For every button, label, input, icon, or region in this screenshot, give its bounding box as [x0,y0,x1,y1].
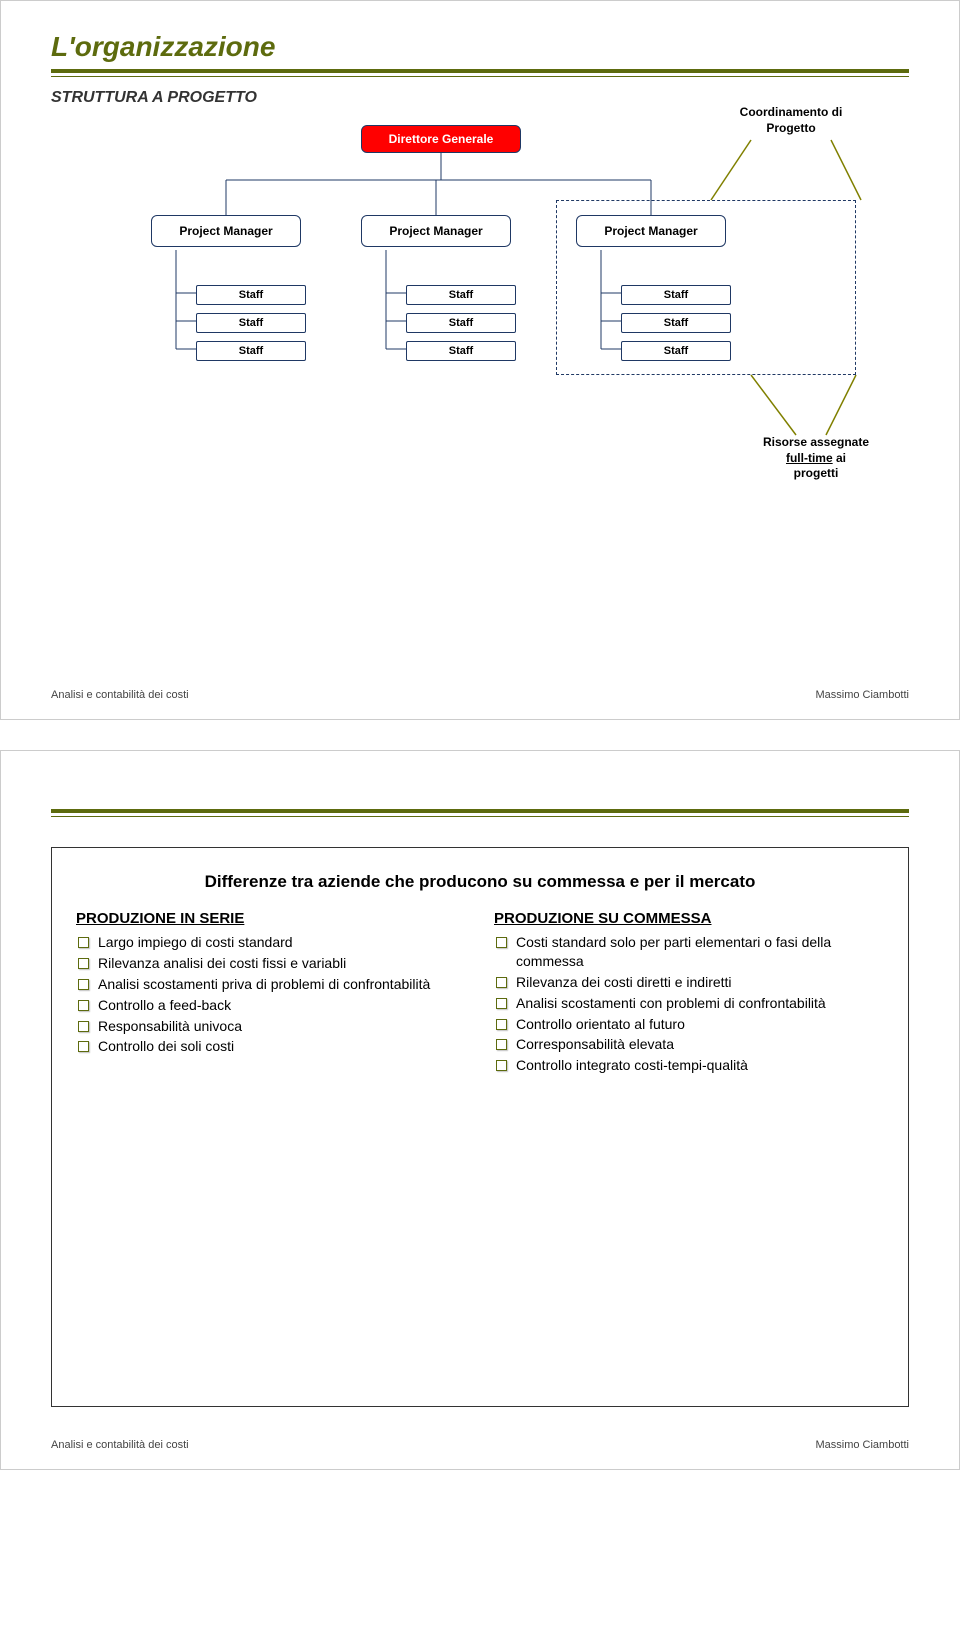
risorse-line2b: ai [836,451,846,465]
two-columns: PRODUZIONE IN SERIE Largo impiego di cos… [76,910,884,1077]
staff-box: Staff [196,341,306,361]
title-bar: L'organizzazione [51,31,909,77]
staff-box: Staff [406,285,516,305]
list-item: Controllo dei soli costi [76,1037,466,1056]
staff-box: Staff [196,313,306,333]
list-item: Analisi scostamenti priva di problemi di… [76,975,466,994]
slide-footer: Analisi e contabilità dei costi Massimo … [51,689,909,701]
staff-box: Staff [621,341,731,361]
risorse-label: Risorse assegnate full-time ai progetti [731,435,901,482]
col-commessa: PRODUZIONE SU COMMESSA Costi standard so… [494,910,884,1077]
list-item: Analisi scostamenti con problemi di conf… [494,994,884,1013]
slide-title: L'organizzazione [51,31,909,63]
list-commessa: Costi standard solo per parti elementari… [494,933,884,1075]
risorse-underline: full-time [786,451,833,465]
list-item: Rilevanza analisi dei costi fissi e vari… [76,954,466,973]
title-rules-2 [51,809,909,817]
staff-box: Staff [196,285,306,305]
staff-box: Staff [621,313,731,333]
col-head-serie: PRODUZIONE IN SERIE [76,910,466,927]
coordinamento-label: Coordinamento di Progetto [691,105,891,136]
direttore-generale-box: Direttore Generale [361,125,521,153]
coord-line1: Coordinamento di [740,105,843,119]
pm-box-3: Project Manager [576,215,726,247]
staff-box: Staff [621,285,731,305]
pm-box-2: Project Manager [361,215,511,247]
coord-line2: Progetto [766,121,815,135]
footer-left: Analisi e contabilità dei costi [51,1439,189,1451]
slide-footer: Analisi e contabilità dei costi Massimo … [51,1439,909,1451]
list-item: Controllo orientato al futuro [494,1015,884,1034]
footer-left: Analisi e contabilità dei costi [51,689,189,701]
col-head-commessa: PRODUZIONE SU COMMESSA [494,910,884,927]
slide-organizzazione: L'organizzazione STRUTTURA A PROGETTO [0,0,960,720]
risorse-line3: progetti [794,466,839,480]
slide-differenze: Differenze tra aziende che producono su … [0,750,960,1470]
pm-box-1: Project Manager [151,215,301,247]
footer-right: Massimo Ciambotti [815,1439,909,1451]
title-rules [51,69,909,77]
list-item: Corresponsabilità elevata [494,1035,884,1054]
list-item: Responsabilità univoca [76,1017,466,1036]
list-serie: Largo impiego di costi standard Rilevanz… [76,933,466,1056]
footer-right: Massimo Ciambotti [815,689,909,701]
staff-box: Staff [406,341,516,361]
org-chart: Direttore Generale Coordinamento diProge… [51,125,909,605]
list-item: Largo impiego di costi standard [76,933,466,952]
risorse-line1: Risorse assegnate [763,435,869,449]
list-item: Rilevanza dei costi diretti e indiretti [494,973,884,992]
staff-box: Staff [406,313,516,333]
col-serie: PRODUZIONE IN SERIE Largo impiego di cos… [76,910,466,1077]
content-frame: Differenze tra aziende che producono su … [51,847,909,1407]
list-item: Costi standard solo per parti elementari… [494,933,884,971]
diff-title: Differenze tra aziende che producono su … [76,872,884,892]
list-item: Controllo integrato costi-tempi-qualità [494,1056,884,1075]
list-item: Controllo a feed-back [76,996,466,1015]
